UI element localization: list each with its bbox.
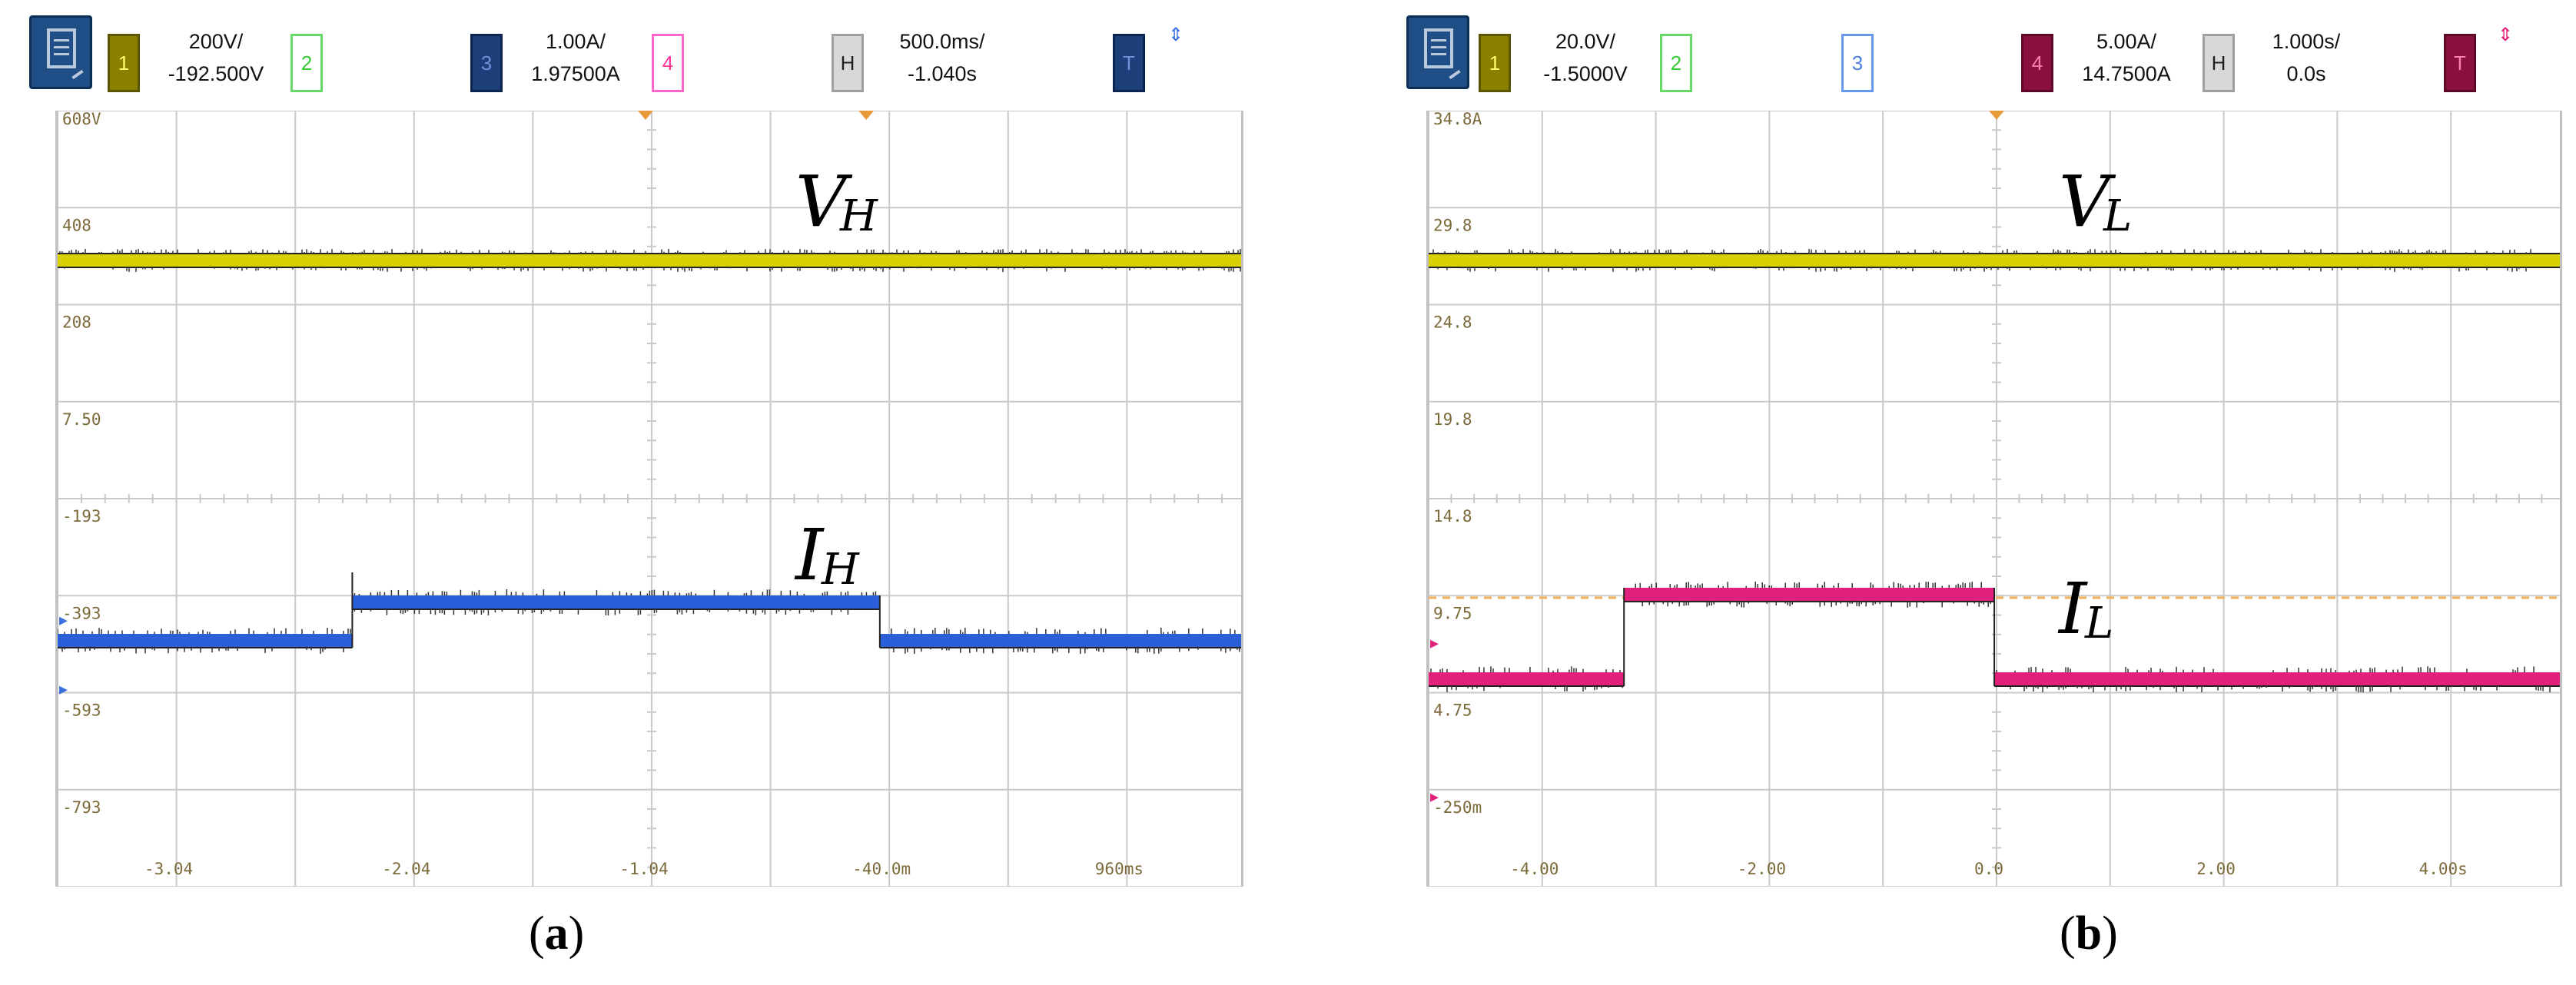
channel-1-scale: 20.0V/ xyxy=(1555,30,1616,53)
x-tick-label: 2.00 xyxy=(2196,860,2236,878)
oscilloscope-panel-a: 1 200V/ -192.500V 2 3 1.00A/ 1.97500A 4 … xyxy=(0,0,1260,985)
voltage-signal-label: V xyxy=(2059,161,2116,243)
trigger-position-marker xyxy=(1989,111,2004,120)
voltage-trace xyxy=(1429,254,2560,267)
horizontal-offset: -1.040s xyxy=(907,62,978,85)
channel-1-scale: 200V/ xyxy=(188,30,244,53)
voltage-signal-subscript: L xyxy=(2103,191,2132,241)
channel-1-button[interactable]: 1 xyxy=(1479,34,1511,92)
y-tick-label: 34.8A xyxy=(1433,111,1482,128)
channel-3-button[interactable]: 3 xyxy=(1841,34,1874,92)
x-tick-label: 4.00s xyxy=(2419,860,2468,878)
pen-icon xyxy=(71,69,84,80)
y-tick-label: 408 xyxy=(62,216,91,234)
current-trace-noise xyxy=(58,589,1240,654)
caption-b: (b) xyxy=(2060,907,2118,960)
horizontal-offset: 0.0s xyxy=(2286,62,2326,85)
channel-4-button[interactable]: 4 xyxy=(652,34,684,92)
current-trace-segment xyxy=(1994,672,2560,686)
trigger-button[interactable]: T xyxy=(1113,34,1145,92)
voltage-signal-subscript: H xyxy=(839,191,878,241)
x-tick-label: 960ms xyxy=(1095,860,1144,878)
channel-offset-marker: ▸ xyxy=(59,611,68,630)
trigger-position-marker xyxy=(638,111,653,120)
channel-4-offset: 14.7500A xyxy=(2082,62,2171,85)
x-tick-label: -2.00 xyxy=(1738,860,1786,878)
channel-3-button[interactable]: 3 xyxy=(470,34,503,92)
x-tick-label: -2.04 xyxy=(382,860,430,878)
channel-toolbar: 1 20.0V/ -1.5000V 2 3 4 5.00A/ 14.7500A … xyxy=(1383,0,2576,108)
current-trace-segment xyxy=(1624,588,1995,602)
channel-4-scale: 5.00A/ xyxy=(2096,30,2157,53)
trigger-updown-icon[interactable]: ⇕ xyxy=(1168,25,1184,45)
y-tick-label: -393 xyxy=(62,604,101,622)
y-tick-label: 9.75 xyxy=(1433,604,1472,622)
channel-3-scale: 1.00A/ xyxy=(545,30,606,53)
y-tick-label: 4.75 xyxy=(1433,701,1472,720)
channel-toolbar: 1 200V/ -192.500V 2 3 1.00A/ 1.97500A 4 … xyxy=(0,0,1260,108)
trigger-position-marker xyxy=(858,111,875,120)
current-signal-label: I xyxy=(794,514,825,596)
channel-2-button[interactable]: 2 xyxy=(290,34,323,92)
voltage-signal-label: V xyxy=(795,161,853,243)
horizontal-button[interactable]: H xyxy=(832,34,864,92)
y-tick-label: 7.50 xyxy=(62,410,101,429)
channel-1-offset: -192.500V xyxy=(168,62,264,85)
current-trace-segment xyxy=(1429,672,1625,686)
waveform-screen-a: 608V 408 208 7.50 -193 -393 -593 -793 -3.04 -2.04… xyxy=(55,111,1243,887)
current-trace-segment xyxy=(879,634,1241,648)
y-tick-label: 208 xyxy=(62,313,91,332)
pen-icon xyxy=(1449,69,1461,80)
channel-2-button[interactable]: 2 xyxy=(1660,34,1692,92)
caption-a: (a) xyxy=(529,907,585,960)
oscilloscope-panel-b: 1 20.0V/ -1.5000V 2 3 4 5.00A/ 14.7500A … xyxy=(1383,0,2576,985)
y-tick-label: -793 xyxy=(62,798,101,817)
waveform-plot-b: 34.8A 29.8 24.8 19.8 14.8 9.75 4.75 -250m -4.00 -… xyxy=(1429,111,2560,887)
current-trace-noise xyxy=(1430,582,2551,692)
y-tick-label: 19.8 xyxy=(1433,410,1472,429)
horizontal-button[interactable]: H xyxy=(2203,34,2235,92)
channel-offset-marker: ▸ xyxy=(1430,634,1439,653)
trigger-button[interactable]: T xyxy=(2444,34,2476,92)
current-trace-segment xyxy=(352,595,880,609)
channel-offset-marker: ▸ xyxy=(1430,788,1439,807)
y-tick-label: -193 xyxy=(62,507,101,526)
y-tick-label: 608V xyxy=(62,111,101,128)
y-tick-label: -593 xyxy=(62,701,101,720)
y-tick-label: 29.8 xyxy=(1433,216,1472,234)
document-icon xyxy=(47,28,76,68)
waveform-screen-b: 34.8A 29.8 24.8 19.8 14.8 9.75 4.75 -250m -4.00 -… xyxy=(1426,111,2562,887)
voltage-trace-noise xyxy=(59,249,1241,272)
channel-4-button[interactable]: 4 xyxy=(2021,34,2053,92)
x-tick-label: -1.04 xyxy=(619,860,668,878)
trigger-updown-icon[interactable]: ⇕ xyxy=(2498,25,2514,45)
document-icon xyxy=(1424,28,1453,68)
menu-document-button[interactable] xyxy=(1406,15,1469,89)
voltage-trace xyxy=(58,254,1241,267)
y-tick-label: -250m xyxy=(1433,798,1482,817)
waveform-plot-a: 608V 408 208 7.50 -193 -393 -593 -793 -3.04 -2.04… xyxy=(58,111,1241,887)
x-tick-label: -4.00 xyxy=(1510,860,1559,878)
x-tick-label: -40.0m xyxy=(852,860,911,878)
current-signal-label: I xyxy=(2057,568,2088,650)
x-tick-label: -3.04 xyxy=(144,860,193,878)
horizontal-scale: 500.0ms/ xyxy=(899,30,985,53)
y-tick-label: 14.8 xyxy=(1433,507,1472,526)
channel-offset-marker: ▸ xyxy=(59,680,68,699)
y-tick-label: 24.8 xyxy=(1433,313,1472,332)
current-trace-segment xyxy=(58,634,353,648)
channel-3-offset: 1.97500A xyxy=(531,62,620,85)
x-tick-label: 0.0 xyxy=(1974,860,2003,878)
voltage-trace-noise xyxy=(1432,249,2554,272)
channel-1-offset: -1.5000V xyxy=(1543,62,1628,85)
current-signal-subscript: H xyxy=(821,545,860,595)
menu-document-button[interactable] xyxy=(29,15,92,89)
current-signal-subscript: L xyxy=(2084,599,2113,648)
channel-1-button[interactable]: 1 xyxy=(108,34,140,92)
horizontal-scale: 1.000s/ xyxy=(2272,30,2341,53)
